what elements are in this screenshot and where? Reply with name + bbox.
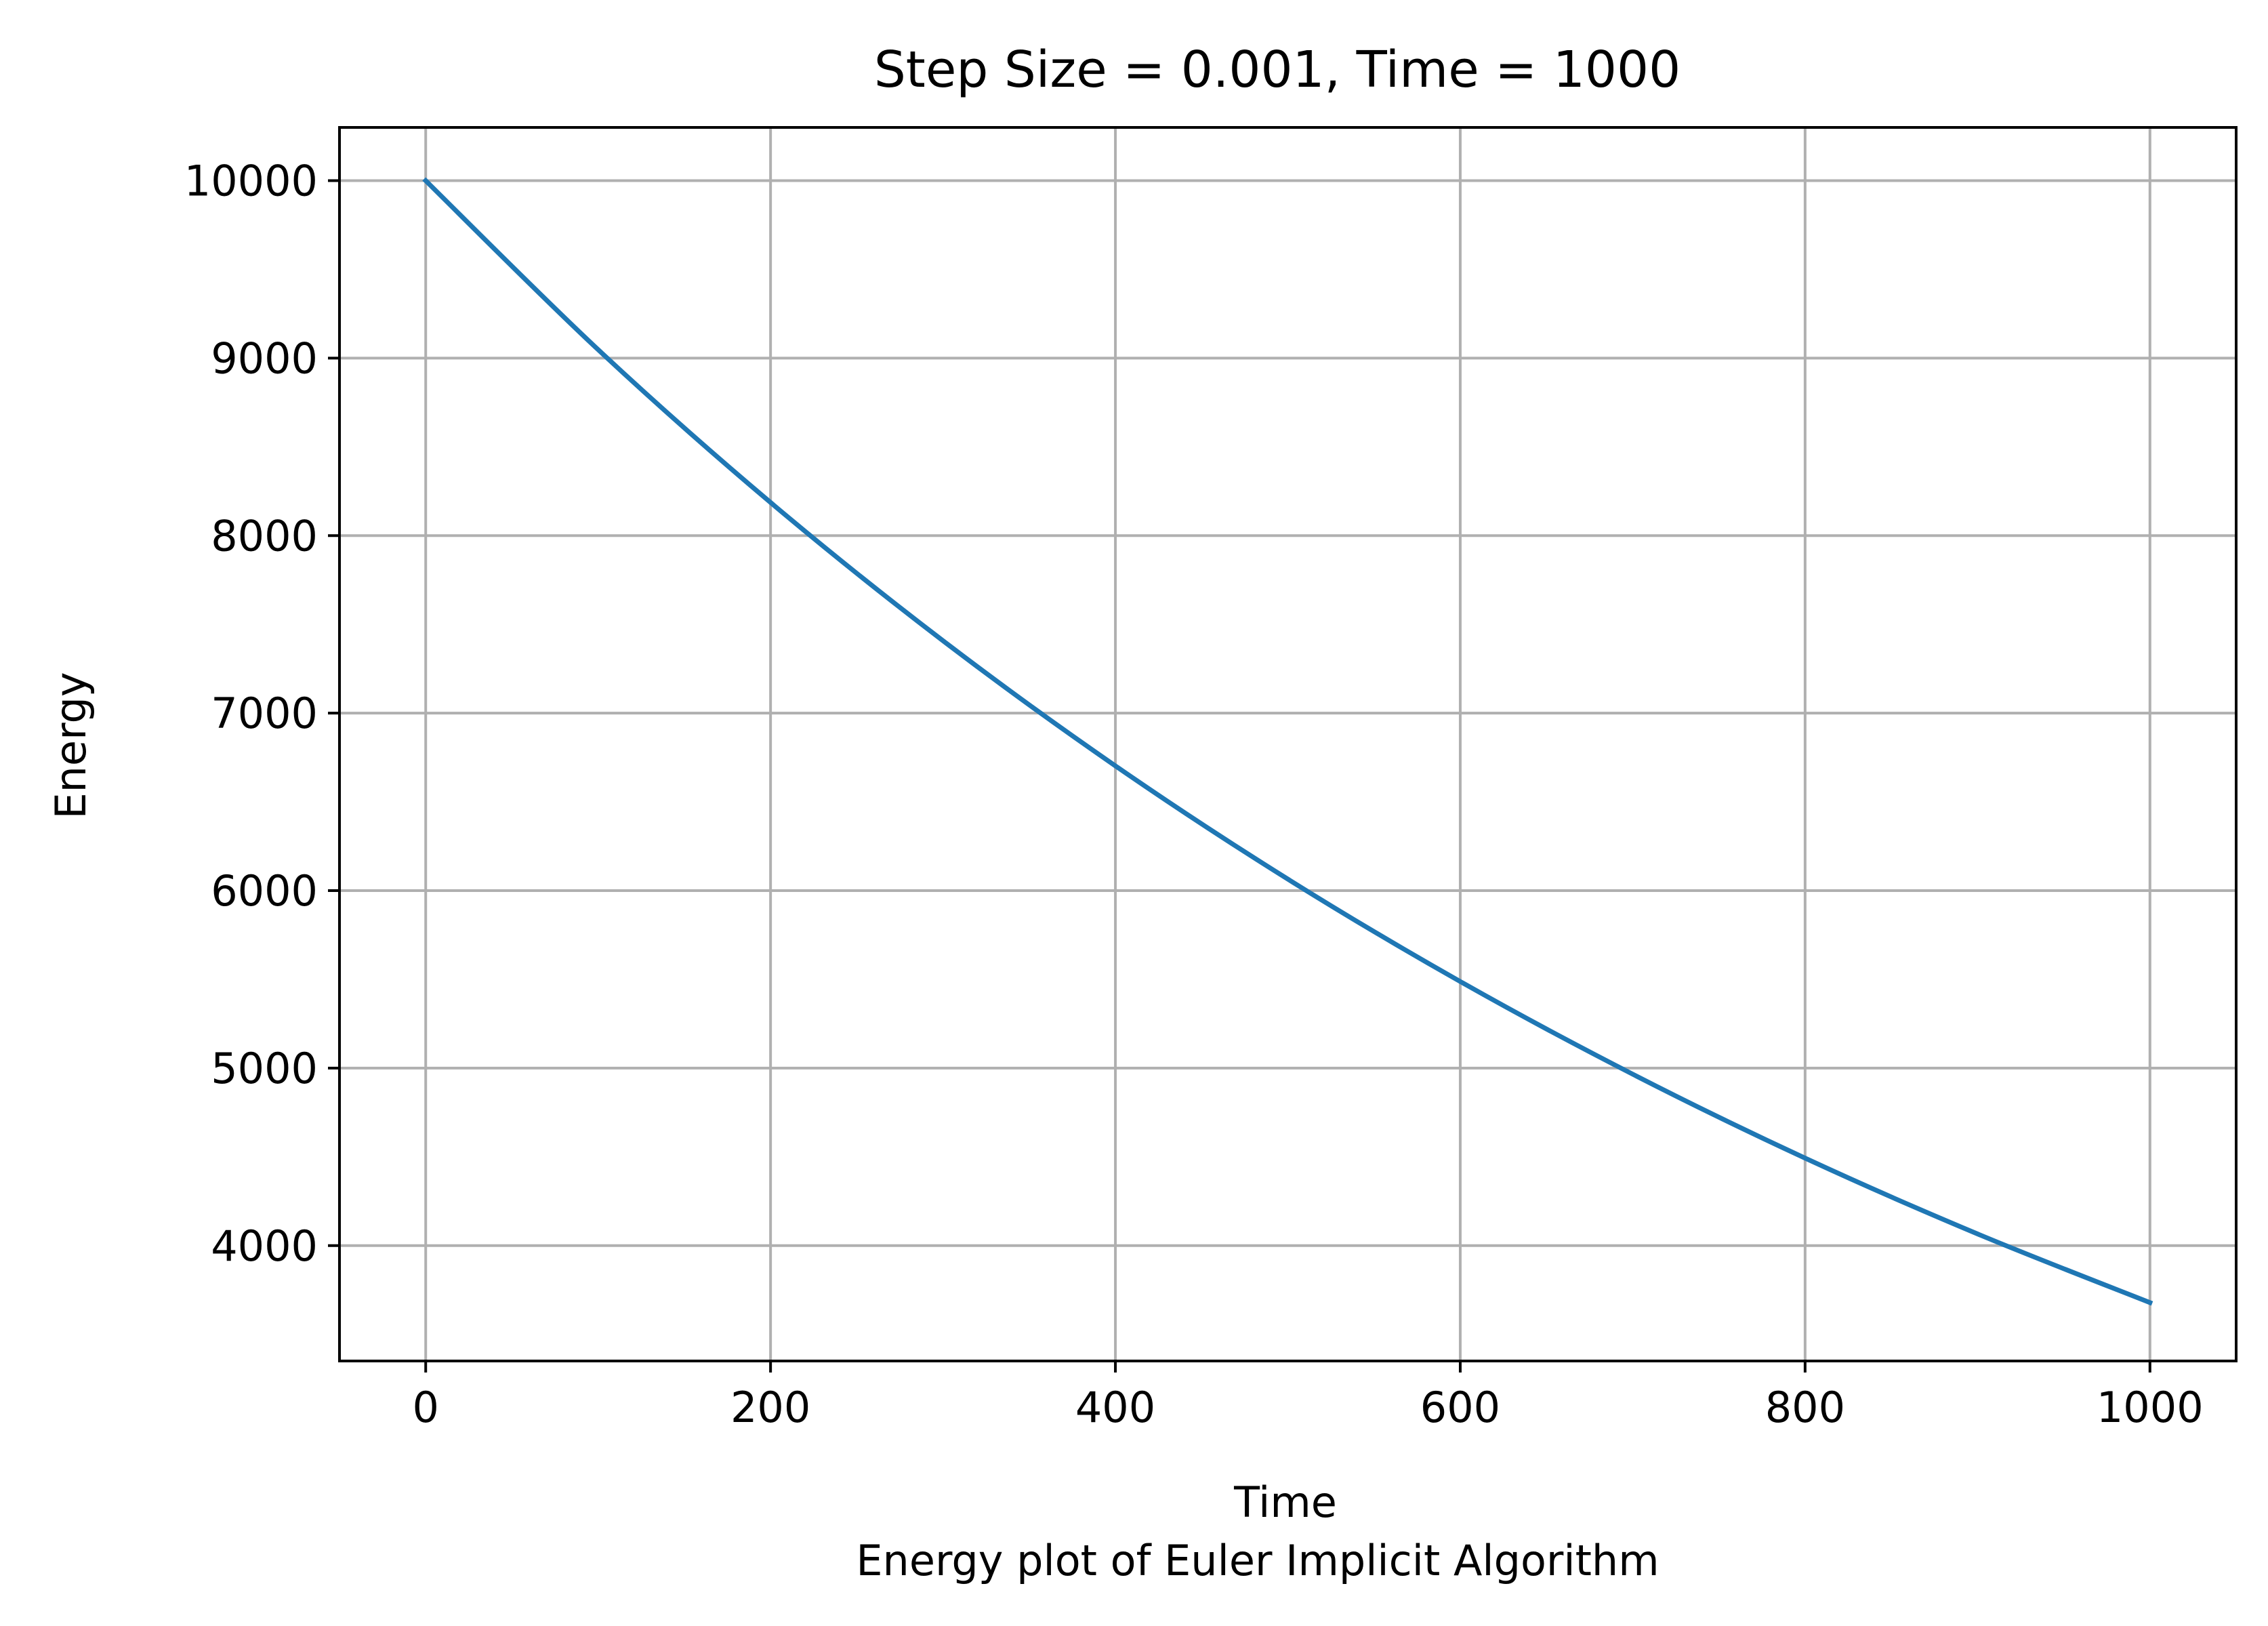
y-tick-label: 5000 [211,1044,318,1093]
y-tick-label: 9000 [211,333,318,383]
x-tick-label: 400 [1075,1383,1155,1432]
chart-title: Step Size = 0.001, Time = 1000 [874,41,1681,99]
plot-line-group [422,177,2153,1306]
axes-frame [338,126,2238,1362]
y-axis-label: Energy [46,672,96,819]
y-tick-label: 6000 [211,866,318,916]
x-axis-label: Time [1233,1478,1337,1527]
y-tick-label: 8000 [211,511,318,561]
x-tick-label: 0 [413,1383,439,1432]
energy-series-line [422,177,2153,1306]
x-tick-label: 200 [730,1383,810,1432]
x-tick-label: 1000 [2097,1383,2204,1432]
y-tick-label: 7000 [211,689,318,738]
x-tick-label: 600 [1420,1383,1500,1432]
x-tick-label: 800 [1765,1383,1845,1432]
grid [339,127,2236,1361]
y-tick-label: 10000 [184,157,318,206]
chart-caption: Energy plot of Euler Implicit Algorithm [856,1536,1659,1585]
y-tick-label: 4000 [211,1221,318,1271]
ticks: 0 200 400 600 800 1000 4000 5000 6000 7000 8000 900… [184,157,2204,1432]
